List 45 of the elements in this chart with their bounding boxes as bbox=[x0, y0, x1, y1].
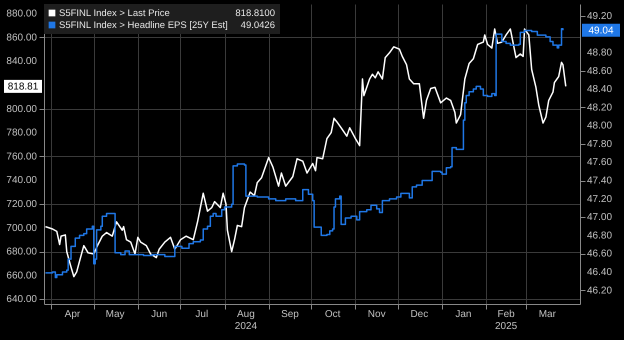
y2-tick-label: 48.20 bbox=[587, 102, 612, 114]
y2-tick-label: 47.60 bbox=[587, 157, 612, 168]
y-tick-label: 840.00 bbox=[6, 56, 38, 68]
x-tick-label: Feb 2025 bbox=[494, 309, 518, 332]
x-tick-label: Oct bbox=[324, 309, 341, 320]
y-tick-label: 880.00 bbox=[6, 8, 38, 20]
x-tick-label: Jan bbox=[455, 309, 472, 320]
y-tick-label: 740.00 bbox=[6, 175, 38, 186]
y2-tick-label: 48.40 bbox=[587, 84, 612, 96]
legend-label: S5FINL Index > Last Price bbox=[59, 8, 170, 19]
text: 49.04 bbox=[588, 25, 614, 36]
y-tick-label: 720.00 bbox=[6, 199, 38, 210]
y-tick-label: 780.00 bbox=[6, 128, 38, 139]
y-tick-label: 660.00 bbox=[6, 270, 38, 282]
x-tick-label: Apr bbox=[64, 309, 81, 320]
y-tick-label: 640.00 bbox=[6, 294, 38, 306]
x-tick-label: Jun bbox=[151, 309, 168, 320]
x-tick-label: Nov bbox=[368, 309, 386, 320]
x-tick-label: Mar bbox=[538, 309, 557, 320]
y2-tick-label: 47.20 bbox=[587, 194, 612, 205]
text: 818.81 bbox=[8, 81, 39, 92]
annotation: 818.8100 bbox=[235, 8, 275, 19]
annotation: 49.0426 bbox=[240, 20, 275, 31]
y-tick-label: 860.00 bbox=[6, 32, 38, 44]
y2-tick-label: 47.80 bbox=[587, 138, 612, 150]
y-tick-label: 700.00 bbox=[6, 222, 38, 234]
y2-tick-label: 46.20 bbox=[587, 285, 612, 296]
y2-tick-label: 46.80 bbox=[587, 230, 612, 242]
legend-label: S5FINL Index > Headline EPS [25Y Est] bbox=[59, 20, 228, 31]
y2-tick-label: 46.60 bbox=[587, 248, 612, 260]
y2-tick-label: 48.00 bbox=[587, 120, 612, 132]
y2-tick-label: 46.40 bbox=[587, 266, 612, 278]
x-tick-label: Jul bbox=[195, 309, 208, 320]
y-tick-label: 800.00 bbox=[6, 104, 38, 115]
x-tick-label: Aug 2024 bbox=[234, 309, 258, 332]
y2-tick-label: 47.40 bbox=[587, 176, 612, 187]
y-tick-label: 760.00 bbox=[6, 151, 38, 162]
y2-tick-label: 47.00 bbox=[587, 212, 612, 224]
x-tick-label: May bbox=[106, 309, 125, 320]
y2-tick-label: 49.20 bbox=[587, 10, 612, 22]
y2-tick-label: 48.60 bbox=[587, 66, 612, 77]
x-tick-label: Dec bbox=[410, 309, 428, 320]
y-tick-label: 680.00 bbox=[6, 246, 38, 258]
y2-tick-label: 48.80 bbox=[587, 47, 612, 58]
x-tick-label: Sep bbox=[281, 309, 300, 320]
